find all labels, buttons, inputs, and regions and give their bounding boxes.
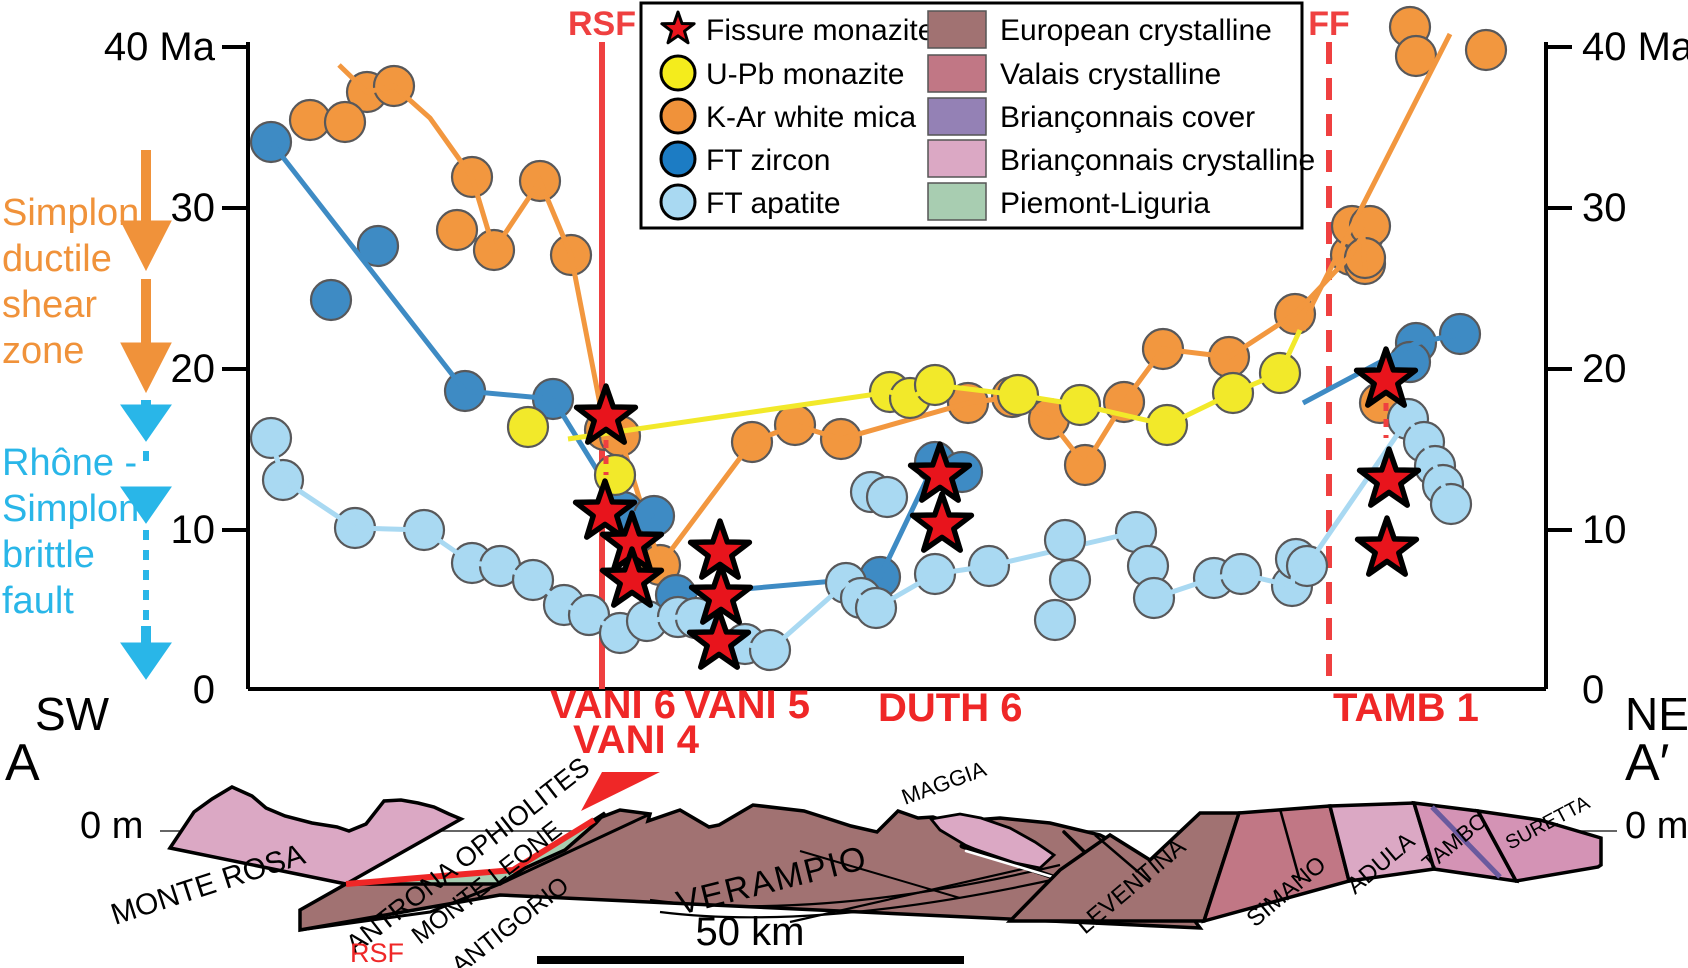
svg-text:Rhône -: Rhône -	[2, 442, 137, 484]
svg-text:30: 30	[171, 186, 216, 230]
svg-text:0: 0	[1582, 668, 1604, 712]
svg-text:20: 20	[1582, 347, 1627, 391]
svg-text:European crystalline: European crystalline	[1000, 14, 1272, 47]
svg-text:ductile: ductile	[2, 238, 112, 280]
svg-text:20: 20	[171, 347, 216, 391]
svg-text:40 Ma: 40 Ma	[104, 25, 216, 69]
svg-text:0 m: 0 m	[1625, 805, 1688, 847]
svg-text:U-Pb monazite: U-Pb monazite	[706, 58, 904, 91]
svg-text:RSF: RSF	[568, 5, 636, 43]
svg-text:VANI 5: VANI 5	[684, 683, 810, 727]
svg-text:30: 30	[1582, 186, 1627, 230]
svg-text:0: 0	[193, 668, 215, 712]
svg-text:Briançonnais cover: Briançonnais cover	[1000, 101, 1255, 134]
svg-text:Piemont-Liguria: Piemont-Liguria	[1000, 187, 1210, 220]
svg-text:NE: NE	[1625, 688, 1688, 740]
svg-text:SW: SW	[35, 688, 110, 740]
svg-text:RSF: RSF	[350, 938, 404, 968]
svg-text:A: A	[5, 734, 40, 792]
svg-text:VANI 4: VANI 4	[573, 718, 700, 762]
svg-text:Valais crystalline: Valais crystalline	[1000, 58, 1221, 91]
svg-text:Briançonnais crystalline: Briançonnais crystalline	[1000, 144, 1315, 177]
svg-text:shear: shear	[2, 284, 97, 326]
svg-text:10: 10	[171, 508, 216, 552]
svg-text:TAMB 1: TAMB 1	[1333, 686, 1479, 730]
svg-text:A′: A′	[1625, 734, 1669, 792]
svg-text:Simplon: Simplon	[2, 488, 139, 530]
svg-text:FT zircon: FT zircon	[706, 144, 830, 177]
svg-text:0 m: 0 m	[80, 805, 143, 847]
svg-text:K-Ar white mica: K-Ar white mica	[706, 101, 916, 134]
svg-text:FT apatite: FT apatite	[706, 187, 841, 220]
svg-text:Simplon: Simplon	[2, 192, 139, 234]
svg-text:brittle: brittle	[2, 534, 95, 576]
svg-text:Fissure monazite: Fissure monazite	[706, 14, 934, 47]
svg-text:fault: fault	[2, 580, 74, 622]
svg-text:40 Ma: 40 Ma	[1582, 25, 1688, 69]
svg-text:10: 10	[1582, 508, 1627, 552]
svg-text:zone: zone	[2, 330, 84, 372]
svg-text:50 km: 50 km	[696, 910, 805, 954]
svg-text:DUTH 6: DUTH 6	[878, 686, 1022, 730]
svg-text:FF: FF	[1308, 5, 1350, 43]
